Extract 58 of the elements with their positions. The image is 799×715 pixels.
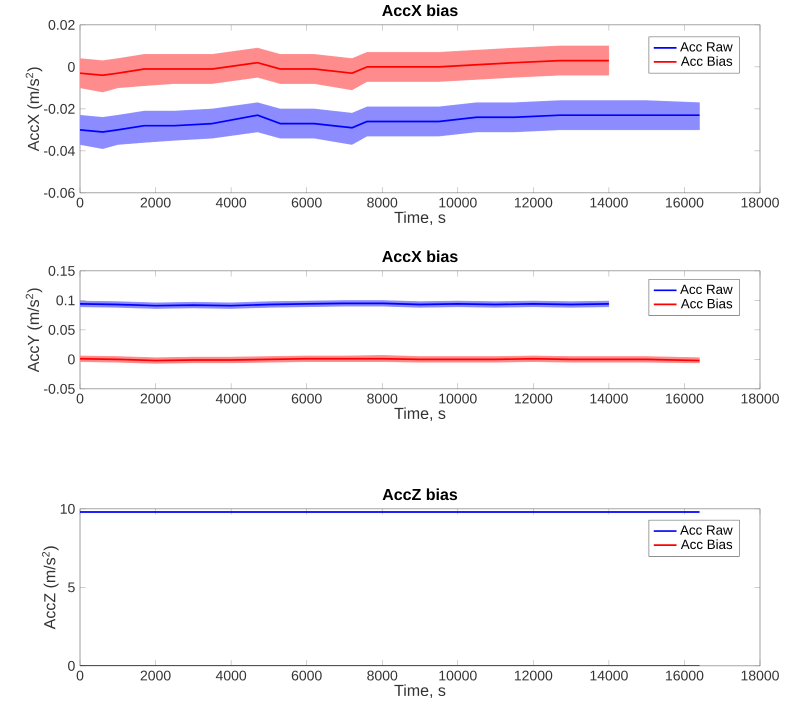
x-tick-label: 0 [76,670,84,681]
x-tick-label: 14000 [590,394,628,404]
x-tick-label: 10000 [439,670,477,681]
x-tick-label: 12000 [514,670,552,681]
y-tick-label: 0.02 [48,20,75,30]
x-tick-label: 12000 [514,198,552,208]
x-tick-label: 16000 [666,394,704,404]
legend-label: Acc Raw [680,284,733,294]
x-tick-label: 6000 [292,394,322,404]
x-tick-label: 2000 [140,394,171,404]
chart-title: AccZ bias [382,488,458,500]
y-tick-label: -0.02 [44,104,75,114]
x-tick-label: 8000 [367,198,398,208]
y-axis-title: AccY (m/s$^{2}$) [26,288,42,372]
x-tick-label: 0 [76,198,84,208]
x-tick-label: 4000 [216,198,246,208]
x-tick-label: 6000 [292,670,322,681]
x-tick-label: 14000 [590,198,628,208]
x-axis-title: Time, s [394,407,446,422]
legend-label: Acc Bias [680,539,732,550]
legend-label: Acc Raw [680,526,733,535]
x-tick-label: 14000 [590,670,628,681]
y-tick-label: 0 [68,62,75,72]
x-tick-label: 18000 [742,198,779,208]
x-tick-label: 6000 [292,198,322,208]
x-tick-label: 18000 [742,670,779,681]
y-tick-label: -0.06 [44,188,75,198]
x-tick-label: 8000 [367,394,398,404]
x-tick-label: 10000 [439,198,477,208]
legend-label: Acc Bias [680,56,732,66]
y-axis-title: AccX (m/s$^{2}$) [26,68,42,152]
x-tick-label: 12000 [514,394,552,404]
x-tick-label: 4000 [216,670,246,681]
y-tick-label: 10 [60,504,75,514]
y-tick-label: 0.05 [48,324,75,335]
y-axis-title: AccZ (m/s$^{2}$) [42,546,59,630]
y-tick-label: -0.05 [44,384,75,394]
legend-label: Acc Raw [680,42,733,52]
x-tick-label: 10000 [439,394,477,404]
x-tick-label: 16000 [666,670,704,681]
x-tick-label: 8000 [367,670,398,681]
y-tick-label: 5 [68,582,75,592]
y-tick-label: 0 [68,660,75,671]
x-axis-title: Time, s [394,211,446,226]
y-tick-label: -0.04 [44,146,75,156]
x-tick-label: 2000 [140,198,171,208]
x-axis-title: Time, s [394,684,446,698]
x-tick-label: 16000 [666,198,704,208]
y-tick-label: 0 [68,354,75,364]
x-tick-label: 18000 [742,394,779,404]
y-tick-label: 0.15 [48,266,75,276]
x-tick-label: 0 [76,394,84,404]
x-tick-label: 4000 [216,394,246,404]
x-tick-label: 2000 [140,670,171,681]
chart-title: AccX bias [382,250,458,262]
y-tick-label: 0.1 [56,295,75,306]
legend-label: Acc Bias [680,298,732,308]
chart-title: AccX bias [382,4,458,16]
